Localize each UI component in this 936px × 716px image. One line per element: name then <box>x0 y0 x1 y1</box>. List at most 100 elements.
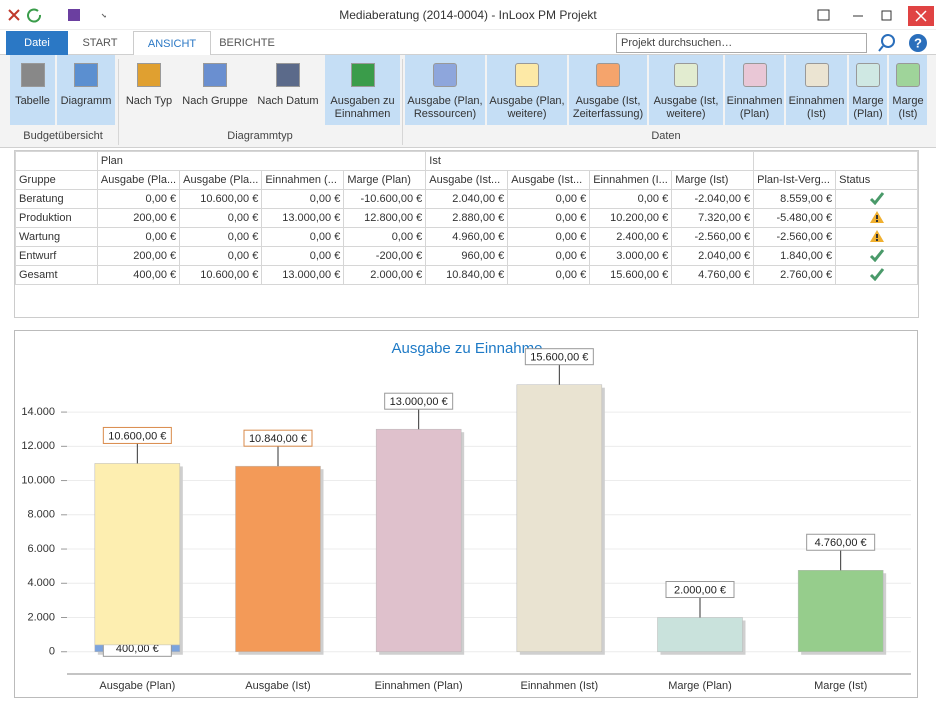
group-cell: Beratung <box>15 189 98 209</box>
bar-segment <box>657 617 743 652</box>
quick-access[interactable] <box>6 6 106 24</box>
button-label: Ausgabe (Ist, Zeiterfassung) <box>572 95 644 120</box>
button-label: Ausgabe (Plan, weitere) <box>489 95 565 120</box>
status-ok <box>869 191 884 205</box>
number-cell: 1.840,00 € <box>753 246 837 266</box>
window-controls[interactable] <box>810 6 936 26</box>
data-label-box <box>384 392 454 410</box>
column-header: Ausgabe (Pla... <box>96 170 181 190</box>
number-cell: 13.000,00 € <box>261 265 345 285</box>
table-row: Entwurf 200,00 €0,00 €0,00 € -200,00 €960,… <box>15 246 918 266</box>
button-icon <box>433 63 457 87</box>
ribbon-button[interactable]: Ausgaben zu Einnahmen <box>325 55 400 125</box>
ribbon-button[interactable]: Marge (Ist) <box>889 55 927 125</box>
y-tick-label: 14.000 <box>21 406 55 418</box>
data-label-box <box>102 426 172 444</box>
group-header-row: Plan Ist <box>15 151 918 171</box>
button-icon <box>742 63 767 87</box>
chart: Ausgabe zu Einnahme 0 2.000 4.000 6.000 8.00… <box>14 330 918 698</box>
chart-title: Ausgabe zu Einnahme <box>392 340 543 357</box>
column-header: Ausgabe (Pla... <box>179 170 263 190</box>
data-label-box <box>524 348 594 366</box>
button-icon <box>203 63 227 87</box>
group-cell: Gesamt <box>15 265 98 285</box>
status-ok <box>869 267 884 281</box>
ribbon-group-label: Diagrammtyp <box>227 130 293 142</box>
ribbon-button[interactable]: Ausgabe (Ist, weitere) <box>649 55 723 125</box>
column-header: Ausgabe (Ist... <box>425 170 509 190</box>
tab[interactable]: ANSICHT <box>133 31 211 56</box>
ribbon-button[interactable]: Tabelle <box>10 55 55 125</box>
tab[interactable]: Datei <box>6 31 68 55</box>
button-icon <box>674 63 698 87</box>
table-row: Gesamt 400,00 €10.600,00 €13.000,00 €2.00… <box>15 265 918 285</box>
group-cell: Produktion <box>15 208 98 228</box>
ribbon-button[interactable]: Einnahmen (Ist) <box>786 55 847 125</box>
number-cell: 3.000,00 € <box>589 246 673 266</box>
button-icon <box>276 63 300 87</box>
button-label: Nach Gruppe <box>182 95 248 107</box>
search-box[interactable]: Projekt durchsuchen… <box>616 33 867 53</box>
number-cell: 10.840,00 € <box>425 265 509 285</box>
status-warning <box>869 210 884 223</box>
tab[interactable]: BERICHTE <box>219 37 275 49</box>
number-cell: 0,00 € <box>507 208 591 228</box>
table-row: Produktion 200,00 €0,00 €13.000,00 €12.80… <box>15 208 918 228</box>
bar-segment <box>375 428 462 652</box>
status-warning <box>869 229 884 242</box>
number-cell: -2.560,00 € <box>671 227 755 247</box>
column-header: Ausgabe (Ist... <box>507 170 591 190</box>
number-cell: 0,00 € <box>507 227 591 247</box>
number-cell: 12.800,00 € <box>343 208 427 228</box>
ribbon-button[interactable]: Diagramm <box>57 55 115 125</box>
number-cell: 0,00 € <box>179 246 263 266</box>
number-cell: 8.559,00 € <box>753 189 837 209</box>
ribbon-button[interactable]: Ausgabe (Plan, Ressourcen) <box>405 55 485 125</box>
number-cell: 0,00 € <box>343 227 427 247</box>
button-icon <box>350 63 375 87</box>
ribbon-button[interactable]: Ausgabe (Plan, weitere) <box>487 55 567 125</box>
number-cell: 0,00 € <box>96 189 181 209</box>
status-cell <box>835 189 918 209</box>
ribbon-button[interactable]: Einnahmen (Plan) <box>725 55 784 125</box>
number-cell: 0,00 € <box>589 189 673 209</box>
column-header-row: Gruppe Ausgabe (Pla... Ausgabe (Pla... Einn… <box>15 170 918 190</box>
ribbon-button[interactable]: Ausgabe (Ist, Zeiterfassung) <box>569 55 647 125</box>
ribbon-group-label: Budgetübersicht <box>23 130 103 142</box>
data-label: 400,00 € <box>116 643 159 655</box>
header-cell <box>15 151 98 171</box>
help-icons[interactable]: ? <box>878 33 930 53</box>
number-cell: 400,00 € <box>96 265 181 285</box>
data-label: 2.000,00 € <box>674 584 726 596</box>
y-tick-label: 12.000 <box>21 440 55 452</box>
column-header: Plan-Ist-Verg... <box>753 170 837 190</box>
y-tick-label: 6.000 <box>27 543 55 555</box>
number-cell: 0,00 € <box>507 189 591 209</box>
tab[interactable]: START <box>82 37 118 49</box>
bar-segment <box>235 465 321 652</box>
button-label: Ausgaben zu Einnahmen <box>330 95 395 120</box>
number-cell: -2.560,00 € <box>753 227 837 247</box>
column-header: Einnahmen (I... <box>589 170 673 190</box>
group-header: Plan <box>96 151 427 171</box>
ribbon-button[interactable]: Marge (Plan) <box>849 55 887 125</box>
data-label-box <box>665 581 735 599</box>
button-label: Marge (Plan) <box>852 95 884 120</box>
number-cell: 2.880,00 € <box>425 208 509 228</box>
number-cell: 10.600,00 € <box>179 265 263 285</box>
ribbon-button[interactable]: Nach Typ <box>120 55 178 125</box>
svg-text:?: ? <box>914 35 922 50</box>
number-cell: 4.760,00 € <box>671 265 755 285</box>
y-tick-label: 10.000 <box>21 474 55 486</box>
number-cell: 13.000,00 € <box>261 208 345 228</box>
status-cell <box>835 208 918 228</box>
number-cell: 0,00 € <box>261 246 345 266</box>
number-cell: 7.320,00 € <box>671 208 755 228</box>
ribbon-button[interactable]: Nach Gruppe <box>180 55 250 125</box>
data-label: 13.000,00 € <box>390 396 448 408</box>
table-row: Wartung 0,00 €0,00 €0,00 €0,00 €4.960,00 … <box>15 227 918 247</box>
button-icon <box>804 63 829 87</box>
ribbon-button[interactable]: Nach Datum <box>253 55 323 125</box>
number-cell: 0,00 € <box>507 265 591 285</box>
